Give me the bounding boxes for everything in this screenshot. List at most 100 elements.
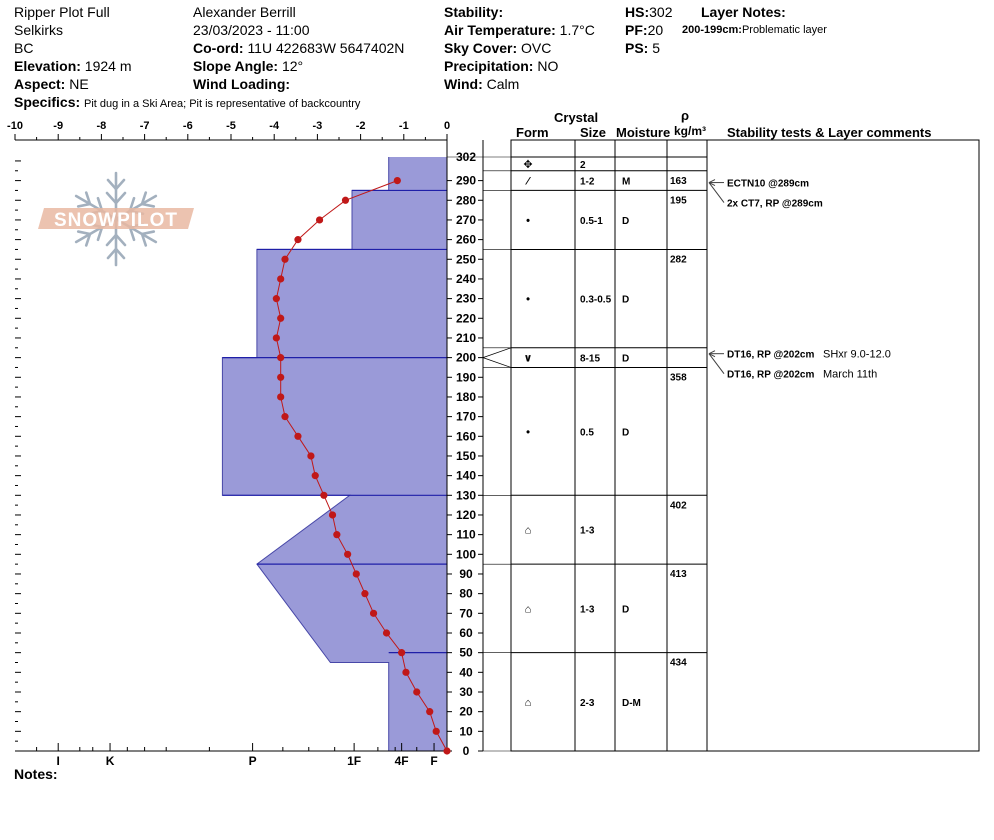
- height-tick-label: 220: [456, 311, 476, 325]
- observation-datetime: 23/03/2023 - 11:00: [193, 22, 310, 38]
- x-axis-tick-label: -5: [226, 120, 236, 132]
- layer-density: 282: [670, 254, 687, 265]
- specifics-value: Pit dug in a Ski Area; Pit is representa…: [84, 98, 361, 110]
- layer-form: ⌂: [525, 525, 532, 537]
- layer-notes-row: 200-199cm:Problematic layer: [682, 23, 827, 37]
- layer-form: ∨: [524, 353, 533, 365]
- ram-point: [398, 649, 406, 657]
- density-symbol: ρ: [681, 108, 690, 123]
- stability-arrowhead: [708, 350, 716, 355]
- layer-form: ⁄: [524, 176, 531, 188]
- x-axis-tick-label: -2: [356, 120, 366, 132]
- coord-value: 11U 422683W 5647402N: [247, 40, 405, 56]
- stability-test-label: DT16, RP @202cm: [727, 350, 814, 361]
- wind-row: Wind: Calm: [444, 76, 519, 92]
- ram-point: [413, 688, 421, 696]
- ram-point: [277, 354, 285, 362]
- height-tick-label: 200: [456, 351, 476, 365]
- stability-arrow: [708, 353, 725, 374]
- height-tick-label: 110: [456, 528, 476, 542]
- province: BC: [14, 40, 34, 56]
- height-tick-label: 60: [459, 626, 473, 640]
- stability-test-label: ECTN10 @289cm: [727, 179, 809, 190]
- stability-arrowhead: [708, 353, 716, 358]
- layer-density: 358: [670, 372, 687, 383]
- sky-cover-value: OVC: [521, 40, 552, 56]
- stability-arrow: [708, 182, 725, 203]
- height-tick-label: 170: [456, 410, 476, 424]
- ram-point: [281, 413, 289, 421]
- ram-point: [361, 590, 369, 598]
- x-axis-tick-label: -8: [97, 120, 107, 132]
- wind-label: Wind:: [444, 76, 483, 92]
- x-axis-tick-label: -1: [399, 120, 409, 132]
- layer-connector-diagonal: [482, 347, 512, 358]
- ram-point: [402, 668, 410, 676]
- sky-cover-row: Sky Cover: OVC: [444, 40, 551, 56]
- layer-density: 402: [670, 500, 687, 511]
- layer-form: •: [526, 294, 530, 306]
- pf-row: PF:20: [625, 22, 663, 38]
- layer-form: ✥: [523, 159, 532, 171]
- layer-size: 1-3: [580, 526, 595, 537]
- x-axis-tick-label: -9: [53, 120, 63, 132]
- layer-notes-range: 200-199cm:: [682, 24, 742, 36]
- height-tick-label: 80: [459, 587, 473, 601]
- stability-test-label: DT16, RP @202cm: [727, 370, 814, 381]
- ram-point: [344, 550, 352, 558]
- layer-size: 2: [580, 160, 586, 171]
- ps-row: PS: 5: [625, 40, 660, 56]
- layer-notes-text: Problematic layer: [741, 24, 827, 36]
- hs-value: 302: [649, 4, 673, 20]
- hs-label: HS:: [625, 4, 650, 20]
- height-tick-label: 240: [456, 272, 476, 286]
- x-axis-tick-label: -4: [269, 120, 280, 132]
- height-tick-label: 130: [456, 488, 476, 502]
- hardness-tick-label: P: [249, 754, 257, 768]
- ram-point: [432, 727, 440, 735]
- x-axis-tick-label: 0: [444, 120, 450, 132]
- coord-label: Co-ord:: [193, 40, 244, 56]
- ram-point: [341, 196, 350, 204]
- elevation-row: Elevation: 1924 m: [14, 58, 132, 74]
- size-header: Size: [580, 125, 607, 140]
- layer-size: 1-3: [580, 604, 595, 615]
- ram-point: [328, 511, 337, 519]
- hardness-tick-label: 4F: [395, 754, 409, 768]
- height-tick-label: 180: [456, 390, 476, 404]
- layer-moisture: D: [622, 295, 629, 306]
- height-tick-label: 250: [456, 252, 476, 266]
- x-axis-tick-label: -6: [183, 120, 193, 132]
- specifics-row: Specifics: Pit dug in a Ski Area; Pit is…: [14, 94, 360, 112]
- height-tick-label: 280: [456, 193, 476, 207]
- layer-density: 163: [670, 176, 687, 187]
- slope-value: 12°: [281, 58, 304, 74]
- height-tick-label: 40: [459, 665, 473, 679]
- ram-point: [277, 393, 285, 401]
- stability-comment: SHxr 9.0-12.0: [823, 349, 891, 361]
- air-temp-value: 1.7°C: [559, 22, 595, 38]
- hs-row: HS:302: [625, 4, 672, 20]
- height-tick-label: 270: [456, 213, 476, 227]
- ram-point: [272, 334, 280, 342]
- stability-label: Stability:: [444, 4, 504, 20]
- wind-value: Calm: [486, 76, 520, 92]
- notes-label: Notes:: [14, 766, 58, 782]
- height-tick-label: 100: [456, 547, 476, 561]
- form-header: Form: [516, 125, 549, 140]
- aspect-value: NE: [69, 76, 89, 92]
- wind-loading-row: Wind Loading:: [193, 76, 290, 92]
- ram-point: [369, 609, 378, 617]
- layer-form: ⌂: [525, 603, 532, 615]
- stability-row: Stability:: [444, 4, 503, 20]
- ram-point: [277, 275, 285, 283]
- height-tick-label: 120: [456, 508, 476, 522]
- ram-point: [315, 216, 324, 224]
- coord-row: Co-ord: 11U 422683W 5647402N: [193, 40, 404, 56]
- comments-header: Stability tests & Layer comments: [727, 125, 932, 140]
- layer-form: ⌂: [525, 697, 532, 709]
- air-temp-row: Air Temperature: 1.7°C: [444, 22, 595, 38]
- layer-size: 0.3-0.5: [580, 295, 612, 306]
- layer-size: 2-3: [580, 698, 595, 709]
- hardness-area: [222, 157, 447, 751]
